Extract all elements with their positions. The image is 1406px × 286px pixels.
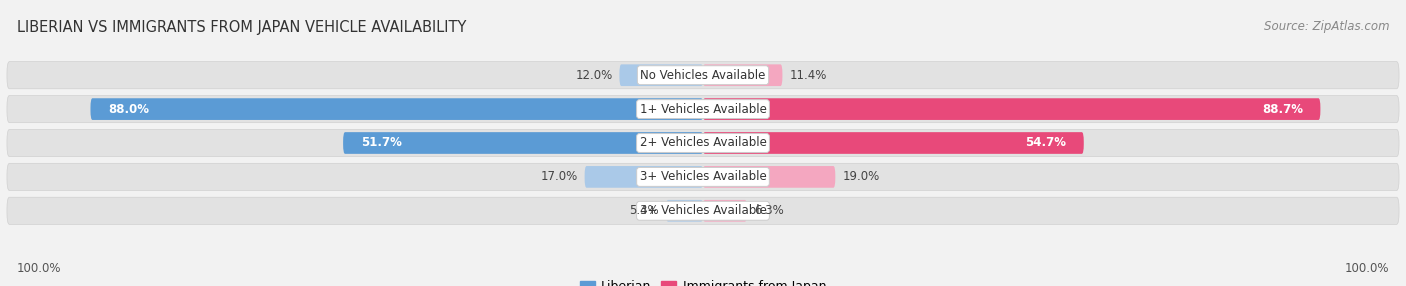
Text: 100.0%: 100.0% [17, 262, 62, 275]
FancyBboxPatch shape [620, 64, 703, 86]
Text: 17.0%: 17.0% [540, 170, 578, 183]
Text: 12.0%: 12.0% [575, 69, 613, 82]
Text: 6.3%: 6.3% [754, 204, 783, 217]
Text: 5.3%: 5.3% [630, 204, 659, 217]
Text: 100.0%: 100.0% [1344, 262, 1389, 275]
FancyBboxPatch shape [7, 62, 1399, 89]
FancyBboxPatch shape [343, 132, 703, 154]
FancyBboxPatch shape [7, 197, 1399, 224]
FancyBboxPatch shape [703, 166, 835, 188]
Text: 88.7%: 88.7% [1263, 103, 1303, 116]
FancyBboxPatch shape [7, 163, 1399, 190]
FancyBboxPatch shape [703, 200, 747, 222]
FancyBboxPatch shape [7, 130, 1399, 156]
FancyBboxPatch shape [703, 98, 1320, 120]
Text: Source: ZipAtlas.com: Source: ZipAtlas.com [1264, 20, 1389, 33]
Legend: Liberian, Immigrants from Japan: Liberian, Immigrants from Japan [575, 275, 831, 286]
Text: 3+ Vehicles Available: 3+ Vehicles Available [640, 170, 766, 183]
FancyBboxPatch shape [666, 200, 703, 222]
Text: 54.7%: 54.7% [1025, 136, 1066, 150]
Text: 88.0%: 88.0% [108, 103, 149, 116]
FancyBboxPatch shape [585, 166, 703, 188]
Text: 2+ Vehicles Available: 2+ Vehicles Available [640, 136, 766, 150]
Text: 4+ Vehicles Available: 4+ Vehicles Available [640, 204, 766, 217]
FancyBboxPatch shape [703, 132, 1084, 154]
FancyBboxPatch shape [703, 64, 782, 86]
Text: No Vehicles Available: No Vehicles Available [640, 69, 766, 82]
FancyBboxPatch shape [7, 96, 1399, 123]
Text: 1+ Vehicles Available: 1+ Vehicles Available [640, 103, 766, 116]
Text: 19.0%: 19.0% [842, 170, 879, 183]
Text: LIBERIAN VS IMMIGRANTS FROM JAPAN VEHICLE AVAILABILITY: LIBERIAN VS IMMIGRANTS FROM JAPAN VEHICL… [17, 20, 467, 35]
Text: 51.7%: 51.7% [360, 136, 402, 150]
FancyBboxPatch shape [90, 98, 703, 120]
Text: 11.4%: 11.4% [789, 69, 827, 82]
